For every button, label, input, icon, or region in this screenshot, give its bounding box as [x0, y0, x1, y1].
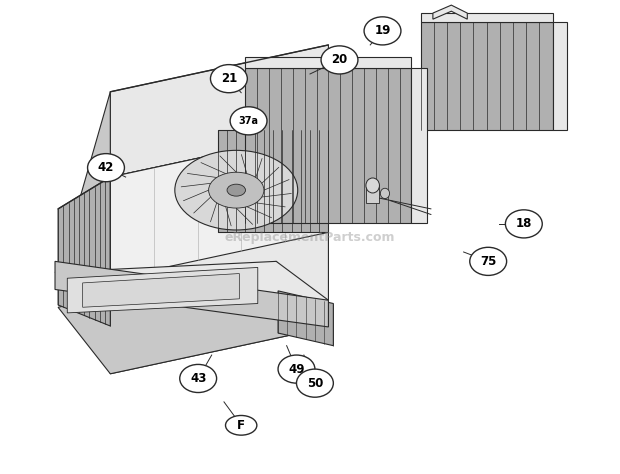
Circle shape	[180, 365, 216, 392]
Ellipse shape	[208, 172, 264, 208]
Ellipse shape	[227, 184, 246, 196]
Text: 19: 19	[374, 24, 391, 37]
Ellipse shape	[175, 150, 298, 230]
Ellipse shape	[380, 188, 389, 199]
Polygon shape	[246, 57, 412, 68]
Circle shape	[210, 64, 247, 93]
Polygon shape	[420, 21, 552, 130]
Polygon shape	[110, 45, 329, 177]
Polygon shape	[55, 261, 329, 310]
Circle shape	[505, 210, 542, 238]
Text: F: F	[237, 419, 245, 432]
Text: 20: 20	[331, 54, 348, 66]
Polygon shape	[278, 291, 334, 346]
Polygon shape	[82, 273, 239, 307]
Ellipse shape	[226, 416, 257, 435]
Circle shape	[321, 46, 358, 74]
Text: 50: 50	[307, 377, 323, 390]
Circle shape	[470, 247, 507, 275]
Circle shape	[87, 154, 125, 182]
Polygon shape	[58, 177, 110, 326]
Text: 43: 43	[190, 372, 206, 385]
Text: eReplacementParts.com: eReplacementParts.com	[224, 230, 396, 244]
Polygon shape	[110, 130, 329, 374]
Circle shape	[364, 17, 401, 45]
Text: 49: 49	[288, 363, 305, 375]
Polygon shape	[58, 261, 329, 374]
Text: 18: 18	[516, 218, 532, 230]
Polygon shape	[218, 130, 329, 232]
Polygon shape	[55, 261, 329, 327]
Text: 21: 21	[221, 72, 237, 85]
Circle shape	[278, 355, 315, 383]
Polygon shape	[246, 68, 412, 223]
Polygon shape	[412, 68, 427, 223]
Polygon shape	[420, 13, 552, 21]
Text: 42: 42	[98, 161, 114, 174]
Polygon shape	[68, 267, 258, 313]
Polygon shape	[110, 130, 329, 279]
Polygon shape	[366, 185, 379, 203]
Text: 37a: 37a	[239, 116, 259, 126]
Text: 75: 75	[480, 255, 497, 268]
Circle shape	[296, 369, 334, 397]
Polygon shape	[433, 5, 467, 19]
Ellipse shape	[366, 178, 379, 193]
Circle shape	[230, 107, 267, 135]
Polygon shape	[58, 92, 110, 326]
Polygon shape	[552, 21, 567, 130]
